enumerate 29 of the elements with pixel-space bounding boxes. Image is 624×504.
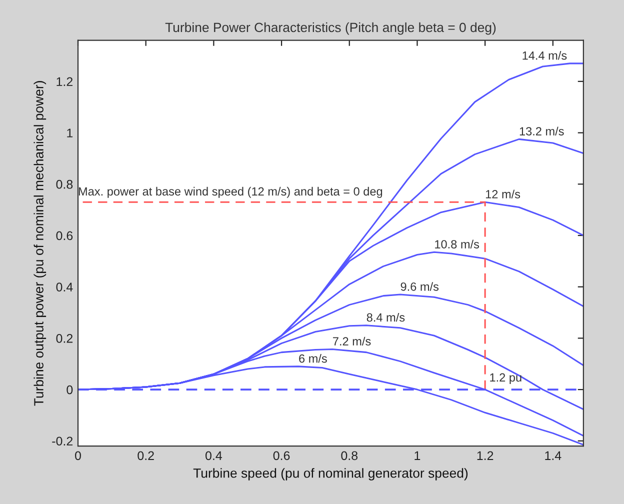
x-tick-label: 0 xyxy=(75,451,81,460)
series-label: 6 m/s xyxy=(299,354,327,363)
x-tick-label: 0.6 xyxy=(273,451,290,460)
x-tick-label: 1.4 xyxy=(545,451,562,460)
series-label: 14.4 m/s xyxy=(522,51,567,60)
series-label: 7.2 m/s xyxy=(333,336,371,346)
chart-title: Turbine Power Characteristics (Pitch angle beta = 0 deg) xyxy=(165,22,496,35)
series-label: 9.6 m/s xyxy=(400,282,439,291)
x-tick-label: 1.2 xyxy=(477,451,494,460)
series-label: 13.2 m/s xyxy=(520,126,564,136)
x-tick-label: 0.8 xyxy=(341,451,358,460)
series-label: 12 m/s xyxy=(486,190,520,198)
x-tick-label: 1 xyxy=(414,451,420,460)
y-tick-label: 0.4 xyxy=(56,282,73,292)
x-tick-label: 0.2 xyxy=(138,451,154,460)
y-tick-label: 1.2 xyxy=(56,77,73,86)
x-tick-label: 0.4 xyxy=(205,451,222,460)
series-label: 10.8 m/s xyxy=(435,240,480,248)
series-label: 8.4 m/s xyxy=(366,312,405,322)
annotation: Max. power at base wind speed (12 m/s) and beta = 0 deg xyxy=(78,186,382,198)
y-axis-title: Turbine output power (pu of nominal mechanical power) xyxy=(34,81,46,406)
y-tick-label: 0.8 xyxy=(56,180,73,189)
x-axis-title: Turbine speed (pu of nominal generator speed) xyxy=(193,468,468,480)
y-tick-label: 0.2 xyxy=(56,334,73,343)
y-tick-label: 1 xyxy=(67,128,73,138)
y-tick-label: 0.6 xyxy=(56,231,73,240)
y-tick-label: -0.2 xyxy=(52,436,73,446)
annotation: 1.2 pu xyxy=(490,373,522,384)
y-tick-label: 0 xyxy=(66,385,73,394)
